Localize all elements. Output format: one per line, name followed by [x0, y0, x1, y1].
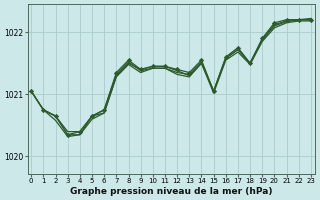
X-axis label: Graphe pression niveau de la mer (hPa): Graphe pression niveau de la mer (hPa)	[70, 187, 272, 196]
